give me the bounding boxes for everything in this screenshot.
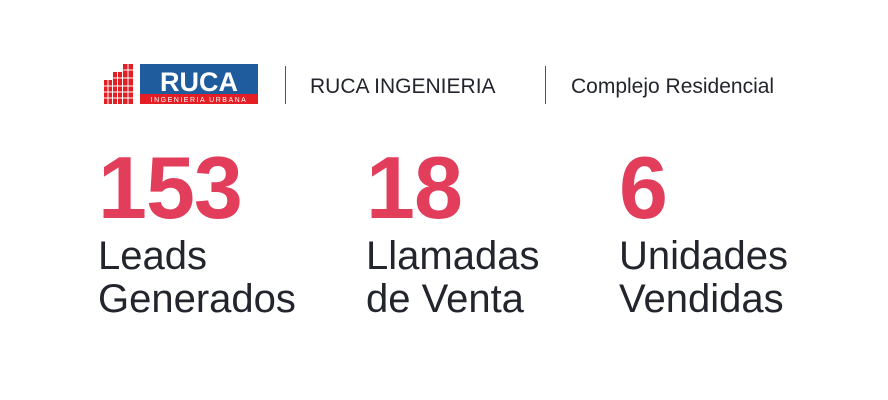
logo-tagline: INGENIERIA URBANA — [151, 97, 248, 104]
stat-calls: 18 Llamadas de Venta — [366, 138, 540, 321]
stat-label: de Venta — [366, 277, 524, 321]
ruca-logo: RUCA INGENIERIA URBANA — [104, 62, 258, 104]
stat-label: Unidades — [619, 234, 789, 278]
stat-label: Generados — [98, 277, 296, 321]
stat-value: 153 — [98, 138, 243, 237]
stat-label: Llamadas — [366, 234, 540, 278]
stat-leads: 153 Leads Generados — [98, 138, 296, 321]
company-name: RUCA INGENIERIA — [310, 75, 496, 98]
stat-units: 6 Unidades Vendidas — [619, 138, 789, 321]
stat-label: Vendidas — [619, 277, 784, 321]
stat-label: Leads — [98, 234, 207, 278]
stat-value: 6 — [619, 138, 668, 237]
header-divider — [285, 66, 286, 104]
project-name: Complejo Residencial — [571, 75, 775, 98]
stat-value: 18 — [366, 138, 463, 237]
header-divider — [545, 66, 546, 104]
logo-wordmark: RUCA — [160, 67, 238, 97]
